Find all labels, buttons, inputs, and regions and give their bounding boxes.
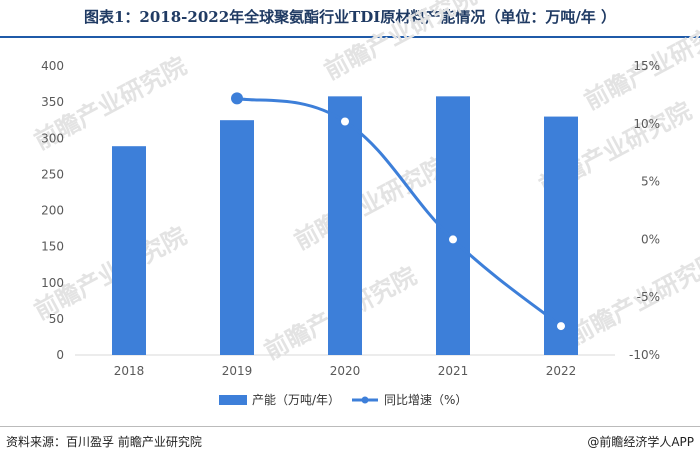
y-left-tick-label: 250 — [41, 167, 64, 181]
y-right-tick-label: 10% — [633, 117, 660, 131]
growth-point — [447, 233, 459, 246]
legend-swatch-marker — [361, 396, 369, 404]
y-right-tick-label: 5% — [641, 175, 660, 189]
source-note: 资料来源：百川盈孚 前瞻产业研究院 — [6, 435, 202, 449]
y-left-tick-label: 0 — [56, 348, 64, 362]
watermark-text: 前瞻产业研究院 — [320, 0, 481, 85]
growth-line — [236, 96, 562, 328]
legend-label-line: 同比增速（%） — [384, 393, 467, 407]
line-series — [231, 92, 567, 333]
y-left-tick-label: 350 — [41, 95, 64, 109]
x-tick-label: 2018 — [114, 364, 145, 378]
chart-title: 图表1：2018-2022年全球聚氨酯行业TDI原材料产能情况（单位：万吨/年 … — [83, 8, 617, 26]
bar-2022 — [544, 116, 578, 355]
y-left-tick-label: 100 — [41, 276, 64, 290]
watermark-text: 前瞻产业研究院 — [565, 247, 700, 351]
y-left-tick-label: 400 — [41, 59, 64, 73]
x-tick-label: 2022 — [546, 364, 577, 378]
y-left-tick-label: 200 — [41, 204, 64, 218]
y-axis-right: -10% -5% 0% 5% 10% 15% — [629, 59, 660, 362]
x-tick-label: 2019 — [222, 364, 253, 378]
bar-2019 — [220, 120, 254, 355]
y-right-tick-label: -5% — [637, 290, 660, 304]
y-right-tick-label: 0% — [641, 232, 660, 246]
watermark-text: 前瞻产业研究院 — [290, 152, 451, 256]
growth-point — [231, 92, 243, 105]
y-right-tick-label: 15% — [633, 59, 660, 73]
growth-point — [555, 320, 567, 333]
y-left-tick-label: 150 — [41, 240, 64, 254]
title-divider — [0, 36, 700, 38]
brand-note: @前瞻经济学人APP — [587, 435, 694, 449]
y-left-tick-label: 300 — [41, 131, 64, 145]
y-axis-left: 0 50 100 150 200 250 300 350 400 — [41, 59, 64, 362]
x-tick-label: 2021 — [438, 364, 469, 378]
legend-swatch-bar — [219, 395, 247, 405]
legend-label-bar: 产能（万吨/年） — [252, 393, 340, 407]
bar-series — [112, 96, 578, 355]
legend: 产能（万吨/年） 同比增速（%） — [219, 393, 467, 407]
bar-2018 — [112, 146, 146, 355]
x-tick-label: 2020 — [330, 364, 361, 378]
y-right-tick-label: -10% — [629, 348, 660, 362]
growth-point — [339, 115, 351, 128]
watermark-text: 前瞻产业研究院 — [30, 222, 191, 326]
y-left-tick-label: 50 — [49, 312, 64, 326]
x-axis-ticks: 2018 2019 2020 2021 2022 — [114, 364, 577, 378]
footer-divider — [0, 426, 700, 427]
bar-2020 — [328, 96, 362, 355]
